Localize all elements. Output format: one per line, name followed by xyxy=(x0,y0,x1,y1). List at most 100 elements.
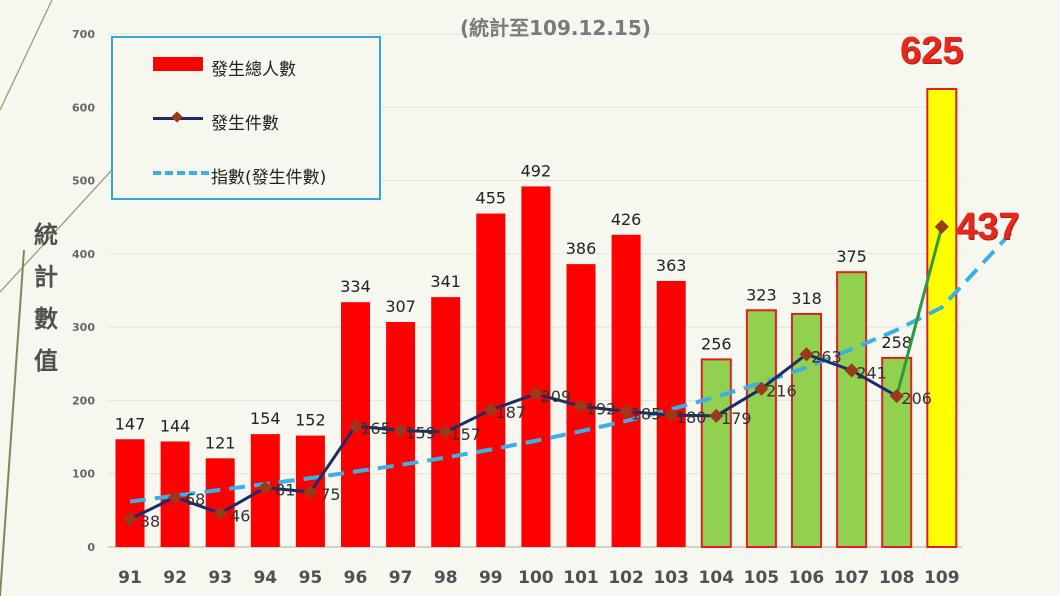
y-tick-label: 700 xyxy=(72,28,95,41)
bar-value-label: 154 xyxy=(250,409,281,428)
line-marker xyxy=(122,512,138,527)
legend-entry-bars: 發生總人數 xyxy=(113,50,379,80)
bar-value-label: 147 xyxy=(115,414,146,433)
y-tick-label: 500 xyxy=(72,175,95,188)
line-value-label: 38 xyxy=(140,512,160,531)
legend-diamond-marker xyxy=(171,111,183,123)
line-value-label: 180 xyxy=(676,408,707,427)
x-tick-label: 100 xyxy=(518,568,554,588)
line-value-label: 241 xyxy=(856,363,887,382)
legend-line-label: 發生件數 xyxy=(211,114,279,134)
bar-value-label: 455 xyxy=(476,189,507,208)
line-value-label: 68 xyxy=(185,490,205,509)
line-marker xyxy=(303,484,318,500)
line-marker xyxy=(934,219,949,234)
x-tick-label: 101 xyxy=(563,568,599,588)
trend-line xyxy=(129,230,1014,504)
x-tick-label: 105 xyxy=(744,568,780,588)
line-marker xyxy=(799,347,814,362)
bar-value-label: 375 xyxy=(836,247,867,266)
x-tick-label: 99 xyxy=(479,568,503,588)
legend-bar-label: 發生總人數 xyxy=(211,60,296,80)
line-marker xyxy=(168,490,183,505)
line-marker xyxy=(709,408,724,423)
line-marker xyxy=(664,408,679,423)
bar-value-label: 318 xyxy=(791,289,822,308)
callout-bar-max: 625 xyxy=(900,30,964,72)
line-marker xyxy=(438,424,453,440)
line-value-label: 209 xyxy=(541,387,572,406)
x-tick-label: 91 xyxy=(118,568,142,588)
line-value-label: 157 xyxy=(450,425,481,444)
y-tick-label: 300 xyxy=(72,321,95,334)
x-tick-label: 106 xyxy=(789,568,825,588)
bar-value-label: 144 xyxy=(160,416,191,435)
x-tick-label: 108 xyxy=(879,568,915,588)
line-marker xyxy=(348,419,363,434)
line-marker xyxy=(258,480,273,495)
line-value-label: 75 xyxy=(320,485,340,504)
x-tick-label: 94 xyxy=(253,568,277,588)
y-axis-label-char: 數 xyxy=(34,305,58,333)
legend-entry-trend: 指數(發生件數) xyxy=(113,158,379,188)
bar-value-label: 341 xyxy=(430,272,461,291)
bar-value-label: 258 xyxy=(881,333,912,352)
bar-value-label: 323 xyxy=(746,285,777,304)
y-tick-label: 400 xyxy=(72,248,95,261)
y-axis-label: 統 計 數 值 xyxy=(26,214,66,382)
legend-entry-line: 發生件數 xyxy=(113,104,379,134)
x-tick-label: 97 xyxy=(389,568,413,588)
bar-value-label: 334 xyxy=(340,277,371,296)
line-value-label: 46 xyxy=(230,506,250,525)
bar-value-label: 363 xyxy=(656,256,687,275)
bar xyxy=(476,213,506,548)
chart-legend: 發生總人數 發生件數 指數(發生件數) xyxy=(111,36,381,200)
line-series-last-segment xyxy=(895,226,944,397)
x-tick-label: 98 xyxy=(434,568,458,588)
line-value-label: 81 xyxy=(275,481,295,500)
y-tick-label: 600 xyxy=(72,101,95,114)
bar-value-label: 386 xyxy=(566,239,597,258)
line-value-label: 192 xyxy=(586,399,617,418)
line-marker xyxy=(619,404,634,419)
legend-trend-label: 指數(發生件數) xyxy=(211,168,327,188)
x-tick-label: 109 xyxy=(924,568,960,588)
line-value-label: 165 xyxy=(360,419,391,438)
bar-value-label: 121 xyxy=(205,433,236,452)
line-marker xyxy=(754,381,769,396)
line-marker xyxy=(483,402,498,418)
chart-subtitle: (統計至109.12.15) xyxy=(460,16,651,40)
bar-value-label: 256 xyxy=(701,334,732,353)
line-value-label: 187 xyxy=(496,403,527,422)
line-marker xyxy=(573,399,589,414)
x-tick-label: 104 xyxy=(699,568,735,588)
bar xyxy=(115,439,145,547)
bar xyxy=(431,297,461,547)
legend-trend-swatch xyxy=(153,171,209,175)
line-marker xyxy=(844,363,859,378)
decor-line xyxy=(0,0,53,111)
decor-line xyxy=(0,249,25,596)
line-value-label: 206 xyxy=(901,389,932,408)
line-value-label: 216 xyxy=(766,382,797,401)
bar xyxy=(836,271,868,548)
line-marker xyxy=(889,388,904,404)
y-tick-label: 0 xyxy=(87,541,95,554)
line-series xyxy=(129,352,898,521)
bar xyxy=(881,356,913,548)
line-value-label: 179 xyxy=(721,409,752,428)
x-tick-label: 103 xyxy=(653,568,689,588)
bar xyxy=(205,458,235,547)
y-axis-label-char: 值 xyxy=(34,347,58,375)
line-marker xyxy=(393,423,408,438)
line-value-label: 263 xyxy=(811,347,842,366)
bar xyxy=(521,186,551,548)
bar-value-label: 426 xyxy=(611,210,642,229)
x-tick-label: 107 xyxy=(834,568,870,588)
x-tick-label: 95 xyxy=(299,568,323,588)
line-marker xyxy=(213,506,228,521)
bar xyxy=(745,309,777,548)
line-marker xyxy=(528,386,543,401)
bar-value-label: 307 xyxy=(385,297,416,316)
bar xyxy=(611,234,641,547)
